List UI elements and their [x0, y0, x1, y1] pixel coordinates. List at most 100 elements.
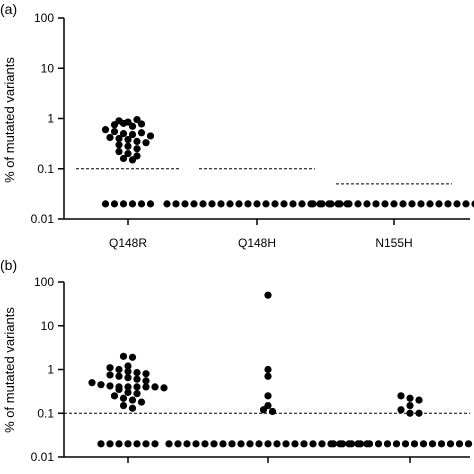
y-tick-label: 100 — [34, 275, 54, 289]
data-point — [237, 440, 245, 448]
data-point — [146, 132, 155, 140]
x-tick-label: Q148R — [109, 236, 147, 250]
data-point — [264, 401, 272, 410]
data-point — [133, 390, 141, 398]
data-point — [146, 200, 155, 208]
data-point — [271, 200, 279, 208]
data-point — [309, 200, 317, 208]
data-point — [97, 440, 105, 448]
data-point — [282, 440, 290, 448]
data-point — [128, 404, 137, 412]
data-point — [115, 372, 123, 380]
data-point — [259, 406, 268, 414]
data-point — [133, 145, 141, 153]
data-point — [106, 371, 114, 379]
data-point — [365, 440, 374, 448]
data-point — [228, 440, 236, 448]
data-point — [415, 409, 423, 417]
data-point — [408, 200, 416, 208]
data-point — [133, 383, 141, 391]
data-point — [137, 398, 146, 406]
data-point — [128, 156, 137, 164]
data-point — [142, 370, 150, 378]
y-tick-label: 100 — [34, 11, 54, 25]
data-point — [406, 401, 414, 410]
data-point — [253, 200, 261, 208]
x-tick-label: N155H — [375, 236, 412, 250]
data-point — [119, 200, 128, 208]
data-point — [471, 200, 474, 208]
data-point — [372, 200, 380, 208]
data-point — [115, 365, 123, 374]
data-point — [106, 364, 114, 372]
data-point — [128, 200, 137, 208]
panel-a-ylabel: % of mutated variants — [2, 57, 17, 183]
data-point — [392, 440, 401, 448]
data-point — [327, 200, 335, 208]
data-point — [115, 134, 123, 143]
data-point — [128, 396, 137, 404]
data-point — [119, 119, 128, 127]
data-point — [437, 440, 446, 448]
y-tick-label: 10 — [41, 319, 55, 333]
data-point — [190, 200, 198, 208]
data-point — [88, 379, 96, 387]
data-point — [318, 440, 326, 448]
data-point — [464, 440, 473, 448]
data-point — [192, 440, 200, 448]
data-point — [428, 440, 437, 448]
data-point — [345, 200, 353, 208]
data-point — [119, 352, 128, 360]
data-point — [110, 121, 119, 129]
y-tick-label: 10 — [41, 61, 55, 75]
data-point — [101, 200, 110, 208]
data-point — [133, 137, 141, 146]
data-point — [298, 200, 306, 208]
data-point — [163, 200, 171, 208]
data-point — [137, 200, 146, 208]
data-point — [446, 440, 455, 448]
y-tick-label: 1 — [47, 363, 54, 377]
data-point — [124, 367, 132, 376]
data-point — [115, 385, 123, 394]
data-point — [246, 440, 254, 448]
data-point — [280, 200, 288, 208]
data-point — [268, 407, 277, 416]
data-point — [210, 440, 218, 448]
data-point — [390, 200, 398, 208]
panel-a-points — [101, 116, 474, 208]
data-point — [273, 440, 281, 448]
data-point — [455, 440, 464, 448]
data-point — [444, 200, 452, 208]
data-point — [453, 200, 461, 208]
panel-b-y-ticks: 0.01 0.1 1 10 100 — [31, 275, 64, 464]
data-point — [435, 200, 443, 208]
data-point — [291, 440, 299, 448]
data-point — [235, 200, 243, 208]
data-point — [137, 120, 146, 128]
data-point — [426, 200, 434, 208]
panel-b: (b) % of mutated variants 0.01 0.1 1 10 100 — [0, 257, 474, 464]
data-point — [462, 200, 470, 208]
data-point — [142, 377, 150, 385]
data-point — [255, 440, 263, 448]
data-point — [181, 200, 189, 208]
data-point — [142, 139, 150, 147]
data-point — [226, 200, 234, 208]
data-point — [119, 154, 128, 163]
data-point — [264, 440, 272, 448]
data-point — [363, 200, 371, 208]
data-point — [124, 440, 132, 448]
y-tick-label: 0.1 — [37, 162, 54, 176]
data-point — [124, 388, 132, 396]
y-tick-label: 0.01 — [31, 450, 55, 464]
data-point — [137, 129, 146, 137]
x-tick-label: Q148H — [238, 236, 276, 250]
panel-a-axes — [63, 18, 470, 225]
data-point — [151, 440, 159, 448]
panel-a-y-ticks: 0.01 0.1 1 10 100 — [31, 11, 64, 226]
panel-b-label: (b) — [0, 257, 17, 273]
data-point — [264, 372, 272, 380]
data-point — [124, 142, 132, 150]
